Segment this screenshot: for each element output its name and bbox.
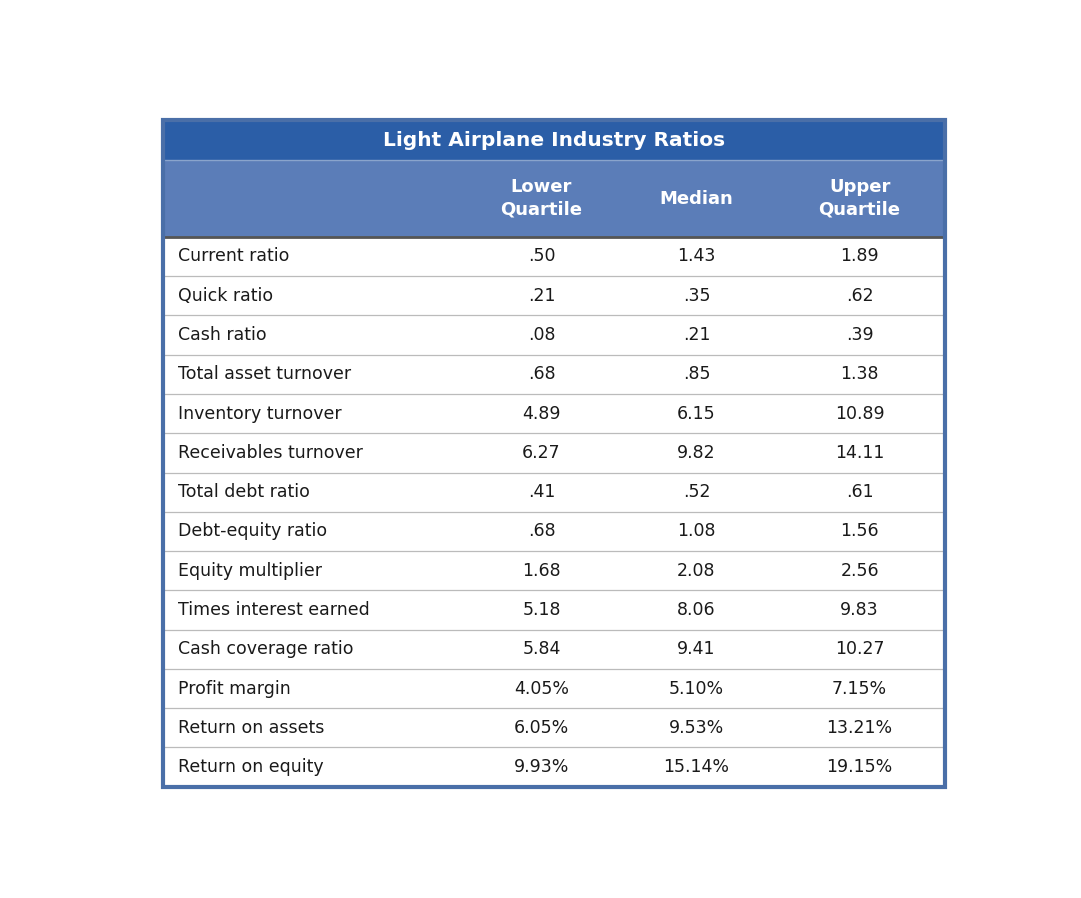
Text: Total asset turnover: Total asset turnover [178, 365, 351, 383]
Text: .41: .41 [528, 483, 556, 501]
Text: .61: .61 [845, 483, 873, 501]
Text: 1.56: 1.56 [840, 523, 879, 541]
Text: 7.15%: 7.15% [832, 680, 888, 698]
Text: Upper
Quartile: Upper Quartile [818, 179, 900, 218]
Text: .21: .21 [528, 286, 556, 304]
Text: Times interest earned: Times interest earned [178, 601, 370, 619]
Text: 5.10%: 5.10% [669, 680, 724, 698]
FancyBboxPatch shape [163, 747, 945, 787]
Text: 19.15%: 19.15% [827, 758, 893, 776]
Text: 4.89: 4.89 [522, 405, 561, 423]
Text: Return on assets: Return on assets [178, 719, 324, 737]
Text: Receivables turnover: Receivables turnover [178, 444, 363, 462]
Text: Profit margin: Profit margin [178, 680, 291, 698]
Text: .08: .08 [528, 326, 556, 344]
Text: 2.56: 2.56 [840, 562, 879, 580]
FancyBboxPatch shape [163, 551, 945, 590]
Text: Current ratio: Current ratio [178, 248, 290, 266]
Text: 1.89: 1.89 [840, 248, 879, 266]
FancyBboxPatch shape [163, 237, 945, 277]
Text: 6.15: 6.15 [677, 405, 716, 423]
Text: Return on equity: Return on equity [178, 758, 323, 776]
FancyBboxPatch shape [163, 355, 945, 394]
Text: .62: .62 [845, 286, 873, 304]
Text: 6.27: 6.27 [522, 444, 561, 462]
Text: Cash coverage ratio: Cash coverage ratio [178, 640, 353, 658]
Text: 13.21%: 13.21% [827, 719, 893, 737]
FancyBboxPatch shape [163, 472, 945, 512]
Text: Median: Median [659, 189, 733, 207]
Text: 14.11: 14.11 [835, 444, 884, 462]
FancyBboxPatch shape [163, 120, 945, 787]
Text: 9.53%: 9.53% [669, 719, 724, 737]
Text: Light Airplane Industry Ratios: Light Airplane Industry Ratios [383, 131, 725, 150]
Text: 1.68: 1.68 [522, 562, 561, 580]
Text: Equity multiplier: Equity multiplier [178, 562, 322, 580]
FancyBboxPatch shape [163, 277, 945, 315]
Text: 1.08: 1.08 [677, 523, 716, 541]
FancyBboxPatch shape [163, 160, 945, 237]
Text: 10.27: 10.27 [835, 640, 884, 658]
Text: .21: .21 [683, 326, 710, 344]
Text: .35: .35 [683, 286, 710, 304]
FancyBboxPatch shape [163, 433, 945, 472]
Text: 5.84: 5.84 [522, 640, 561, 658]
Text: 2.08: 2.08 [677, 562, 716, 580]
FancyBboxPatch shape [163, 590, 945, 629]
Text: 1.43: 1.43 [677, 248, 716, 266]
Text: 4.05%: 4.05% [513, 680, 569, 698]
Text: 9.93%: 9.93% [513, 758, 570, 776]
FancyBboxPatch shape [163, 315, 945, 355]
Text: 6.05%: 6.05% [513, 719, 569, 737]
Text: 8.06: 8.06 [677, 601, 716, 619]
FancyBboxPatch shape [163, 629, 945, 669]
FancyBboxPatch shape [163, 394, 945, 433]
FancyBboxPatch shape [163, 120, 945, 160]
Text: .68: .68 [528, 523, 556, 541]
Text: 5.18: 5.18 [522, 601, 561, 619]
Text: 9.82: 9.82 [677, 444, 716, 462]
Text: 1.38: 1.38 [840, 365, 879, 383]
Text: Quick ratio: Quick ratio [178, 286, 273, 304]
Text: Cash ratio: Cash ratio [178, 326, 267, 344]
Text: Total debt ratio: Total debt ratio [178, 483, 310, 501]
Text: 9.41: 9.41 [677, 640, 716, 658]
Text: 15.14%: 15.14% [664, 758, 730, 776]
Text: Debt-equity ratio: Debt-equity ratio [178, 523, 326, 541]
FancyBboxPatch shape [163, 709, 945, 747]
Text: .85: .85 [683, 365, 710, 383]
Text: 9.83: 9.83 [840, 601, 879, 619]
Text: .39: .39 [845, 326, 873, 344]
Text: Inventory turnover: Inventory turnover [178, 405, 342, 423]
Text: .50: .50 [528, 248, 556, 266]
Text: .68: .68 [528, 365, 556, 383]
FancyBboxPatch shape [163, 512, 945, 551]
Text: .52: .52 [683, 483, 710, 501]
Text: Lower
Quartile: Lower Quartile [501, 179, 583, 218]
Text: 10.89: 10.89 [835, 405, 884, 423]
FancyBboxPatch shape [163, 669, 945, 709]
